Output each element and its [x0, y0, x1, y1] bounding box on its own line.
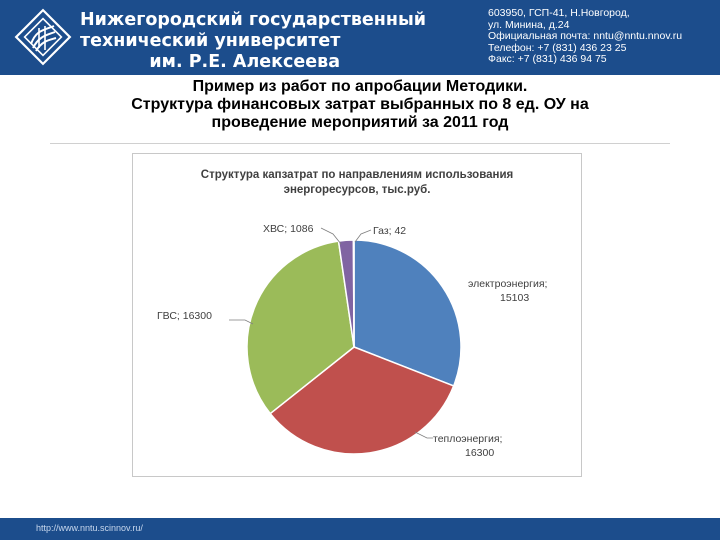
pie-chart: электроэнергия; 15103 теплоэнергия; 16300 ГВ… [157, 223, 547, 459]
university-name-line: им. Р.Е. Алексеева [149, 52, 340, 72]
pie-slice [269, 346, 455, 455]
pie-leader-line [354, 229, 372, 243]
pie-slice-label: электроэнергия; [468, 278, 547, 290]
pie-slice-value: 16300 [465, 447, 494, 459]
contact-address: 603950, ГСП-41, Н.Новгород, [488, 7, 630, 19]
pie-slice-label: Газ; 42 [373, 225, 406, 237]
slide-title-line: Пример из работ по апробации Методики. [192, 78, 528, 95]
contact-fax: Факс: +7 (831) 436 94 75 [488, 53, 607, 66]
chart-frame: Структура капзатрат по направлениям испо… [132, 153, 582, 477]
pie-slice [353, 239, 462, 387]
pie-leader-line [229, 319, 254, 325]
chart-title-line: Структура капзатрат по направлениям испо… [200, 169, 514, 181]
contact-info: 603950, ГСП-41, Н.Новгород, ул. Минина, … [488, 7, 683, 66]
pie-leader-line [414, 431, 433, 439]
pie-slice [246, 240, 355, 415]
pie-slice-label: ГВС; 16300 [157, 310, 212, 322]
contact-street: ул. Минина, д.24 [488, 18, 570, 31]
footer-url: http://www.nntu.scinnov.ru/ [36, 523, 143, 533]
chart-title-line: энергоресурсов, тыс.руб. [283, 184, 431, 196]
pie-slice-value: 15103 [500, 292, 529, 304]
pie-slice-label: теплоэнергия; [433, 433, 502, 445]
footer-bar: http://www.nntu.scinnov.ru/ [0, 518, 720, 540]
slide-title-line: Структура финансовых затрат выбранных по… [131, 96, 589, 113]
title-divider [50, 143, 670, 144]
contact-email: Официальная почта: nntu@nntu.nnov.ru [488, 30, 683, 43]
contact-phone: Телефон: +7 (831) 436 23 25 [488, 41, 627, 54]
pie-slice-label: ХВС; 1086 [263, 223, 314, 235]
header-bar: Нижегородский государственный технически… [0, 0, 720, 75]
university-logo-icon [14, 8, 72, 66]
university-name-line: Нижегородский государственный [80, 10, 427, 30]
university-name-line: технический университет [80, 31, 341, 51]
pie-slice [352, 239, 355, 348]
pie-leader-line [320, 227, 342, 245]
slide-title: Пример из работ по апробации Методики. С… [60, 78, 660, 132]
university-name: Нижегородский государственный технически… [80, 10, 427, 73]
chart-title: Структура капзатрат по направлениям испо… [133, 168, 581, 198]
slide-title-line: проведение мероприятий за 2011 год [211, 114, 509, 131]
